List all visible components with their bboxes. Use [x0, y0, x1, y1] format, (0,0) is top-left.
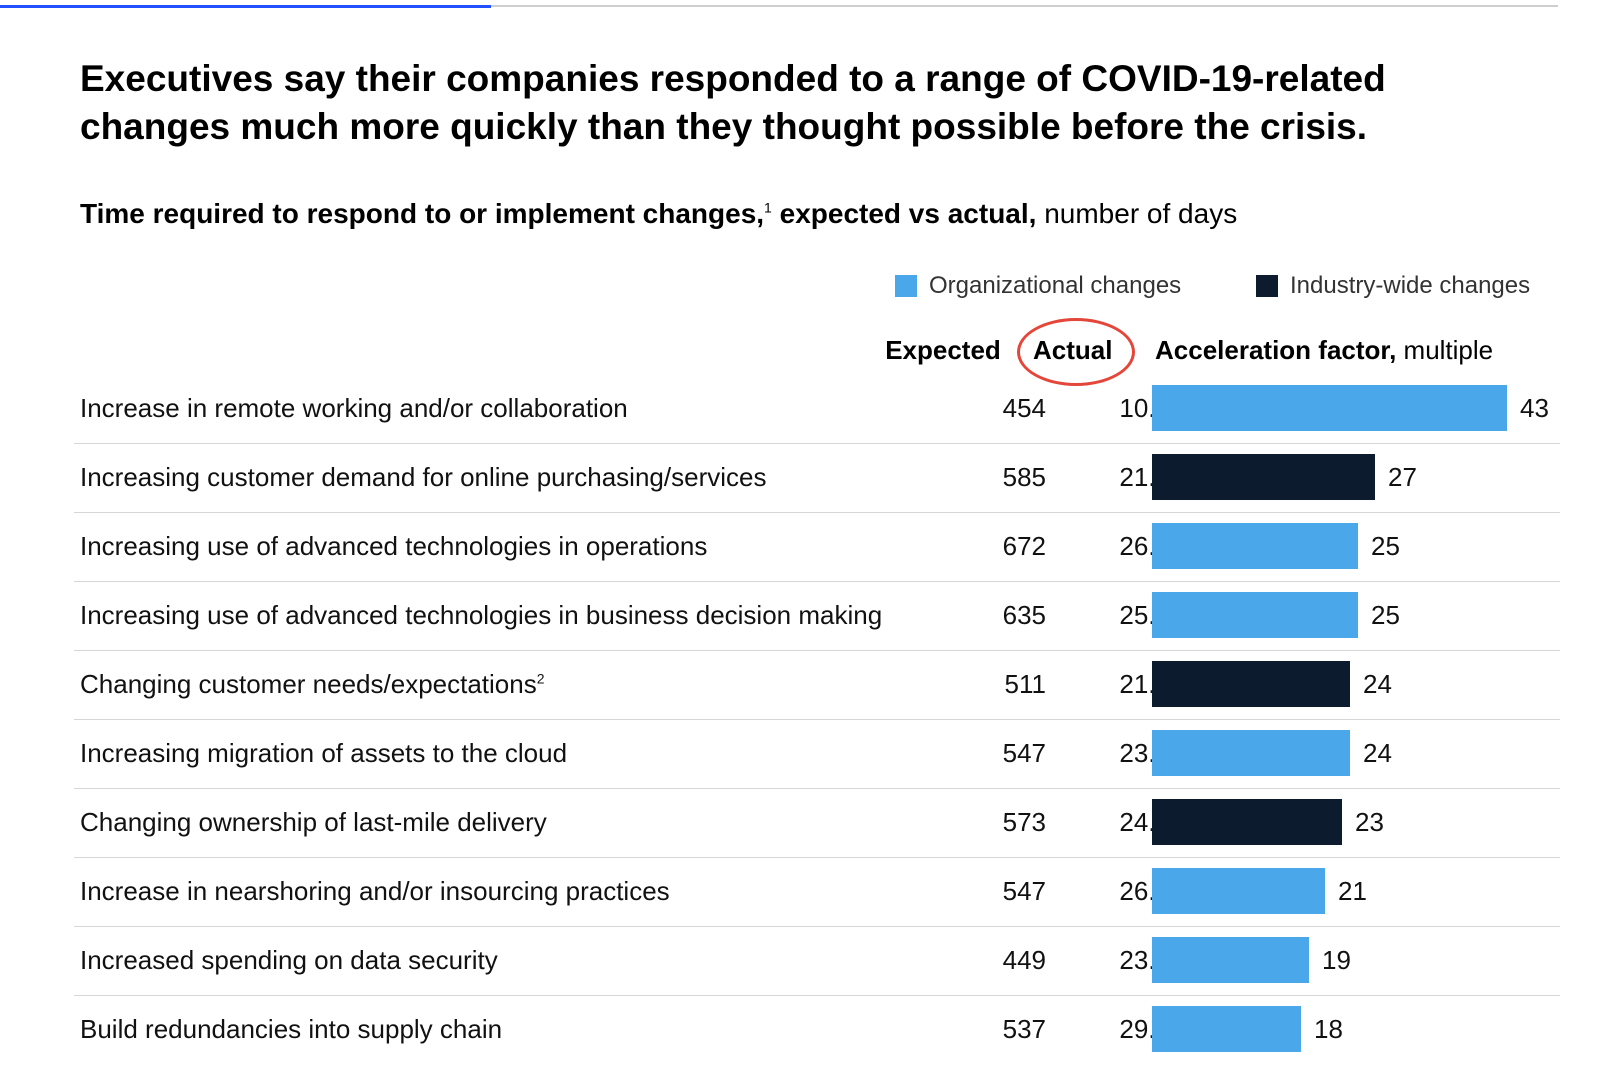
column-header-acceleration-unit: multiple	[1396, 335, 1494, 365]
acceleration-value: 24	[1363, 669, 1392, 699]
acceleration-bar	[1152, 523, 1358, 569]
acceleration-bar	[1152, 937, 1309, 983]
row-label: Changing ownership of last-mile delivery	[80, 789, 547, 855]
legend-label-industry: Industry-wide changes	[1290, 272, 1531, 299]
acceleration-bar	[1152, 868, 1325, 914]
acceleration-bar	[1152, 661, 1350, 707]
column-header-acceleration: Acceleration factor, multiple	[1155, 335, 1493, 366]
row-label: Increased spending on data security	[80, 927, 498, 993]
expected-value: 511	[1004, 669, 1046, 699]
table-row: Increasing customer demand for online pu…	[74, 444, 1560, 513]
acceleration-bar	[1152, 592, 1358, 638]
legend-swatch-industry	[1256, 275, 1278, 297]
row-label: Increasing use of advanced technologies …	[80, 582, 882, 648]
row-label: Build redundancies into supply chain	[80, 996, 502, 1062]
acceleration-bar	[1152, 454, 1375, 500]
expected-value: 635	[1002, 600, 1046, 630]
reading-progress-track	[0, 5, 1558, 7]
subtitle-bold-2: expected vs actual,	[771, 198, 1037, 229]
page-title: Executives say their companies responded…	[80, 58, 1386, 147]
row-label-text: Build redundancies into supply chain	[80, 1014, 503, 1044]
row-label-text: Changing customer needs/expectations	[80, 669, 537, 699]
expected-value: 585	[1002, 462, 1046, 492]
legend-label-organizational: Organizational changes	[929, 272, 1182, 299]
acceleration-value: 43	[1520, 393, 1549, 423]
row-label-text: Increased spending on data security	[80, 945, 498, 975]
chart-subtitle: Time required to respond to or implement…	[80, 196, 1237, 232]
table-row: Increased spending on data security 449 23…	[74, 927, 1560, 996]
column-header-acceleration-bold: Acceleration factor,	[1155, 335, 1397, 365]
acceleration-value: 18	[1314, 1014, 1343, 1044]
row-label-text: Increase in nearshoring and/or insourcin…	[80, 876, 670, 906]
subtitle-bold: Time required to respond to or implement…	[80, 198, 765, 229]
column-header-expected: Expected	[885, 335, 1001, 365]
table-row: Increasing use of advanced technologies …	[74, 582, 1560, 651]
chart-rows: Increase in remote working and/or collab…	[74, 375, 1560, 1064]
acceleration-bar	[1152, 385, 1507, 431]
row-label: Changing customer needs/expectations2	[80, 651, 545, 717]
acceleration-value: 27	[1388, 462, 1417, 492]
legend-swatch-organizational	[895, 275, 917, 297]
table-row: Increase in nearshoring and/or insourcin…	[74, 858, 1560, 927]
actual-highlight-circle	[1017, 318, 1135, 386]
acceleration-value: 21	[1338, 876, 1367, 906]
table-row: Changing ownership of last-mile delivery…	[74, 789, 1560, 858]
row-label: Increasing use of advanced technologies …	[80, 513, 707, 579]
expected-value: 537	[1002, 1014, 1046, 1044]
row-label-text: Increasing migration of assets to the cl…	[80, 738, 568, 768]
acceleration-bar	[1152, 1006, 1301, 1052]
row-label: Increase in remote working and/or collab…	[80, 375, 628, 441]
row-label: Increase in nearshoring and/or insourcin…	[80, 858, 670, 924]
acceleration-value: 19	[1322, 945, 1351, 975]
acceleration-value: 25	[1371, 531, 1400, 561]
table-row: Increasing use of advanced technologies …	[74, 513, 1560, 582]
expected-value: 573	[1002, 807, 1046, 837]
row-label-text: Changing ownership of last-mile delivery	[80, 807, 547, 837]
table-row: Increasing migration of assets to the cl…	[74, 720, 1560, 789]
legend-industry: Industry-wide changes	[1256, 272, 1530, 300]
acceleration-bar	[1152, 799, 1342, 845]
row-label: Increasing migration of assets to the cl…	[80, 720, 567, 786]
table-row: Changing customer needs/expectations2 511…	[74, 651, 1560, 720]
expected-value: 672	[1002, 531, 1046, 561]
table-row: Build redundancies into supply chain 537 2…	[74, 996, 1560, 1064]
expected-value: 547	[1002, 738, 1046, 768]
reading-progress-bar	[0, 5, 491, 8]
row-label-text: Increasing use of advanced technologies …	[80, 600, 883, 630]
acceleration-value: 23	[1355, 807, 1384, 837]
acceleration-value: 25	[1371, 600, 1400, 630]
legend-organizational: Organizational changes	[895, 272, 1181, 300]
row-label-text: Increasing customer demand for online pu…	[80, 462, 767, 492]
row-label-text: Increase in remote working and/or collab…	[80, 393, 628, 423]
row-label-text: Increasing use of advanced technologies …	[80, 531, 708, 561]
expected-value: 454	[1002, 393, 1046, 423]
subtitle-units: number of days	[1036, 198, 1238, 229]
row-label-footnote[interactable]: 2	[536, 670, 545, 687]
expected-value: 547	[1002, 876, 1046, 906]
subtitle-footnote[interactable]: 1	[764, 199, 772, 216]
acceleration-bar	[1152, 730, 1350, 776]
expected-value: 449	[1002, 945, 1046, 975]
column-header-actual: Actual	[1033, 335, 1113, 365]
row-label: Increasing customer demand for online pu…	[80, 444, 766, 510]
acceleration-value: 24	[1363, 738, 1392, 768]
table-row: Increase in remote working and/or collab…	[74, 375, 1560, 444]
